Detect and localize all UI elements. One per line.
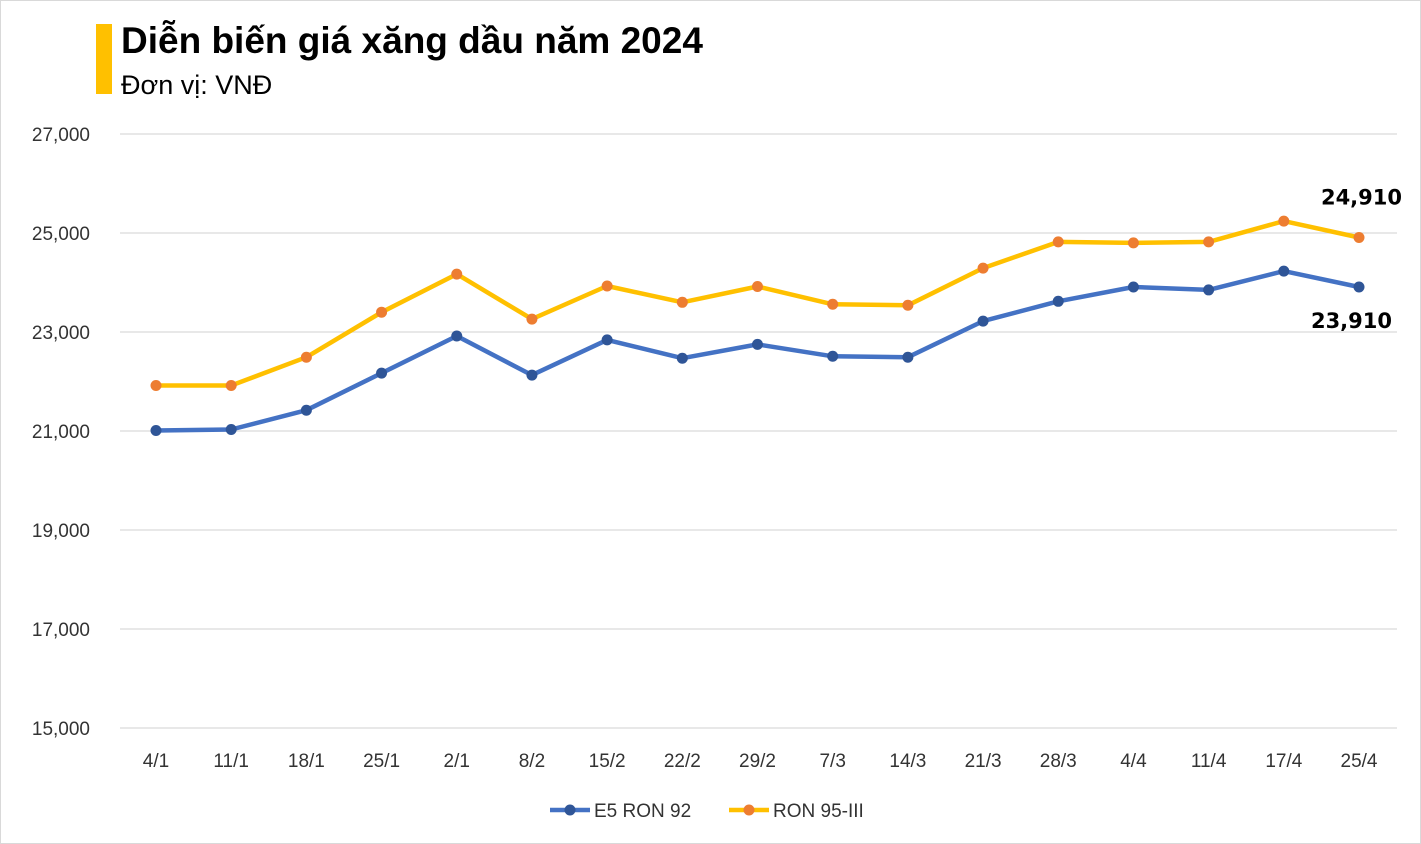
data-point bbox=[1278, 215, 1290, 227]
end-value-label: 23,910 bbox=[1311, 309, 1392, 333]
data-point bbox=[1127, 281, 1139, 293]
data-point bbox=[526, 369, 538, 381]
gridlines bbox=[120, 133, 1397, 729]
y-axis-ticks: 15,000 17,000 19,000 21,000 23,000 25,000 27,0… bbox=[32, 125, 90, 740]
title-accent-bar bbox=[96, 24, 112, 94]
data-point bbox=[1052, 295, 1064, 307]
series-line bbox=[153, 268, 1362, 433]
data-point bbox=[601, 280, 613, 292]
x-tick-label: 25/1 bbox=[363, 751, 400, 772]
end-value-label: 24,910 bbox=[1321, 185, 1402, 209]
x-tick-label: 15/2 bbox=[589, 751, 626, 772]
data-point bbox=[1353, 281, 1365, 293]
x-tick-label: 14/3 bbox=[889, 751, 926, 772]
data-point bbox=[1353, 231, 1365, 243]
y-tick-label: 25,000 bbox=[32, 224, 90, 245]
y-tick-label: 17,000 bbox=[32, 620, 90, 641]
y-tick-label: 27,000 bbox=[32, 125, 90, 146]
x-axis-ticks: 4/1 11/1 18/1 25/1 2/1 8/2 15/2 22/2 29/2 7/3 14/3… bbox=[143, 751, 1378, 772]
data-point bbox=[1127, 237, 1139, 249]
y-tick-label: 21,000 bbox=[32, 422, 90, 443]
x-tick-label: 4/1 bbox=[143, 751, 169, 772]
data-point bbox=[451, 330, 463, 342]
data-point bbox=[752, 338, 763, 350]
data-point bbox=[225, 424, 237, 436]
x-tick-label: 11/1 bbox=[213, 751, 249, 772]
x-tick-label: 11/4 bbox=[1191, 751, 1227, 772]
legend-label: E5 RON 92 bbox=[594, 801, 691, 822]
data-point bbox=[827, 350, 839, 362]
x-tick-label: 7/3 bbox=[819, 751, 845, 772]
legend-marker bbox=[743, 804, 755, 816]
y-tick-label: 15,000 bbox=[32, 719, 90, 740]
data-point bbox=[676, 352, 688, 364]
data-point bbox=[300, 351, 312, 363]
data-point bbox=[451, 268, 463, 280]
data-point bbox=[977, 315, 989, 327]
data-point bbox=[150, 425, 162, 437]
chart-title: Diễn biến giá xăng dầu năm 2024 bbox=[121, 20, 703, 61]
data-point bbox=[601, 334, 613, 346]
x-tick-label: 18/1 bbox=[288, 751, 325, 772]
x-tick-label: 28/3 bbox=[1040, 751, 1077, 772]
series-points bbox=[150, 215, 1365, 437]
y-tick-label: 19,000 bbox=[32, 521, 90, 542]
x-tick-label: 4/4 bbox=[1120, 751, 1147, 772]
data-point bbox=[902, 299, 914, 311]
data-point bbox=[300, 404, 312, 416]
legend: E5 RON 92 RON 95-III bbox=[550, 801, 864, 822]
x-tick-label: 29/2 bbox=[739, 751, 776, 772]
data-point bbox=[902, 351, 914, 363]
data-labels: 24,910 23,910 bbox=[1311, 185, 1402, 332]
series-line bbox=[153, 218, 1362, 388]
x-tick-label: 22/2 bbox=[664, 751, 701, 772]
x-tick-label: 2/1 bbox=[444, 751, 470, 772]
data-point bbox=[376, 367, 388, 379]
data-point bbox=[376, 306, 388, 318]
data-point bbox=[977, 262, 989, 274]
data-point bbox=[526, 313, 538, 325]
x-tick-label: 8/2 bbox=[519, 751, 545, 772]
data-point bbox=[150, 379, 162, 391]
y-tick-label: 23,000 bbox=[32, 323, 90, 344]
data-point bbox=[1203, 236, 1215, 248]
x-tick-label: 25/4 bbox=[1341, 751, 1378, 772]
data-point bbox=[1052, 236, 1064, 248]
data-point bbox=[1203, 284, 1215, 296]
legend-label: RON 95-III bbox=[773, 801, 864, 822]
series-lines bbox=[153, 218, 1362, 433]
legend-marker bbox=[564, 804, 576, 816]
x-tick-label: 21/3 bbox=[965, 751, 1002, 772]
data-point bbox=[1278, 265, 1290, 277]
data-point bbox=[827, 298, 839, 310]
chart-subtitle: Đơn vị: VNĐ bbox=[121, 70, 273, 100]
data-point bbox=[225, 379, 237, 391]
x-tick-label: 17/4 bbox=[1265, 751, 1302, 772]
data-point bbox=[676, 296, 688, 308]
data-point bbox=[752, 280, 763, 292]
